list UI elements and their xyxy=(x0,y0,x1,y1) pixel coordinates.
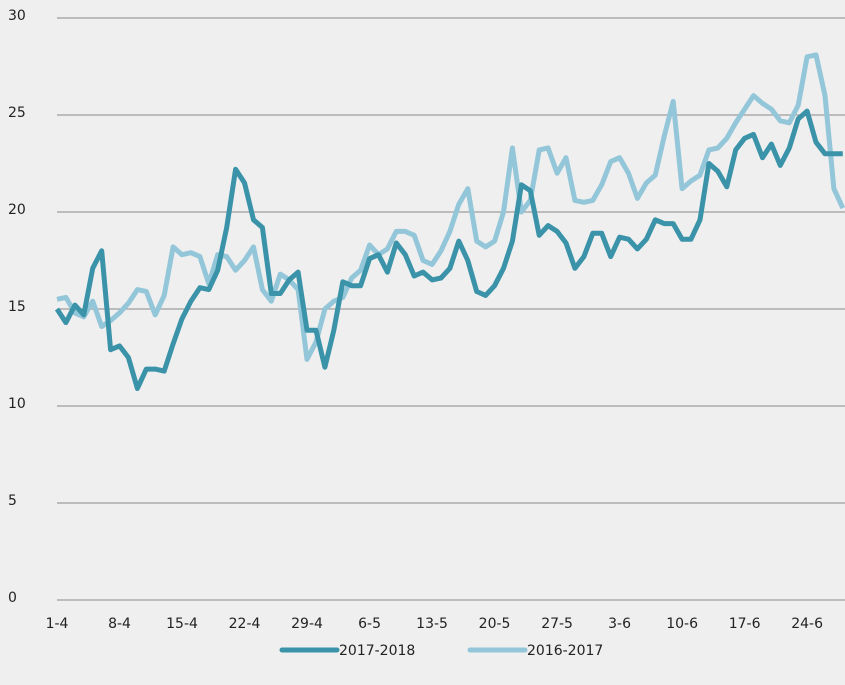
y-tick-label: 0 xyxy=(8,590,17,606)
x-tick-label: 24-6 xyxy=(791,616,823,632)
x-tick-label: 6-5 xyxy=(358,616,381,632)
x-tick-label: 20-5 xyxy=(479,616,511,632)
x-tick-label: 10-6 xyxy=(666,616,698,632)
x-tick-label: 1-4 xyxy=(46,616,69,632)
x-tick-label: 8-4 xyxy=(108,616,131,632)
x-tick-label: 22-4 xyxy=(229,616,261,632)
x-tick-label: 13-5 xyxy=(416,616,448,632)
series-line xyxy=(56,52,845,362)
series-line xyxy=(54,108,843,391)
y-tick-label: 30 xyxy=(8,8,26,24)
y-tick-label: 15 xyxy=(8,299,26,315)
y-tick-label: 5 xyxy=(8,493,17,509)
legend-label: 2016-2017 xyxy=(527,643,603,659)
legend-label: 2017-2018 xyxy=(339,643,415,659)
y-tick-label: 10 xyxy=(8,396,26,412)
x-tick-label: 15-4 xyxy=(166,616,198,632)
y-tick-label: 20 xyxy=(8,202,26,218)
x-tick-label: 29-4 xyxy=(291,616,323,632)
x-tick-label: 17-6 xyxy=(729,616,761,632)
y-tick-label: 25 xyxy=(8,105,26,121)
x-tick-label: 3-6 xyxy=(608,616,631,632)
x-tick-label: 27-5 xyxy=(541,616,573,632)
